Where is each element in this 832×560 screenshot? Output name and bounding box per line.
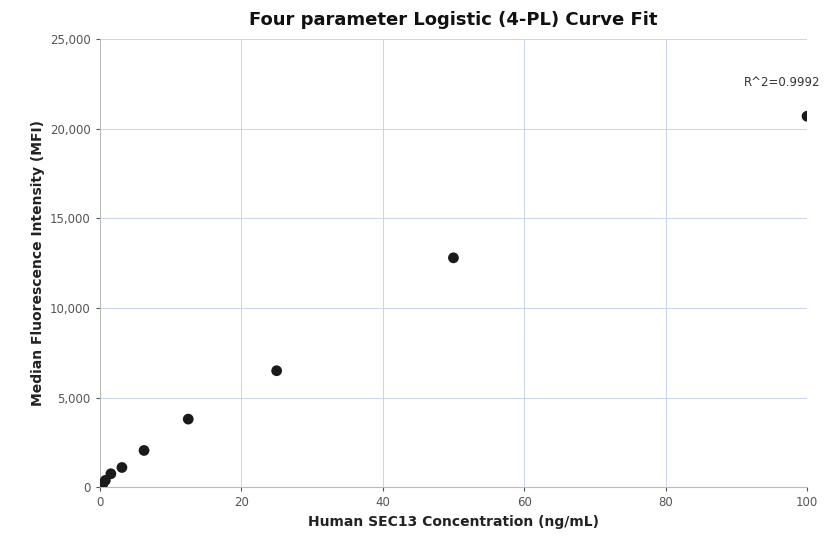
Point xyxy=(447,253,460,262)
Point xyxy=(137,446,151,455)
X-axis label: Human SEC13 Concentration (ng/mL): Human SEC13 Concentration (ng/mL) xyxy=(308,515,599,529)
Point xyxy=(96,480,109,489)
Point xyxy=(116,463,129,472)
Title: Four parameter Logistic (4-PL) Curve Fit: Four parameter Logistic (4-PL) Curve Fit xyxy=(250,11,657,29)
Point xyxy=(270,366,283,375)
Point xyxy=(104,469,117,478)
Point xyxy=(99,476,112,485)
Point xyxy=(181,414,195,423)
Y-axis label: Median Fluorescence Intensity (MFI): Median Fluorescence Intensity (MFI) xyxy=(31,120,44,406)
Text: R^2=0.9992: R^2=0.9992 xyxy=(744,76,820,90)
Point xyxy=(800,112,814,121)
